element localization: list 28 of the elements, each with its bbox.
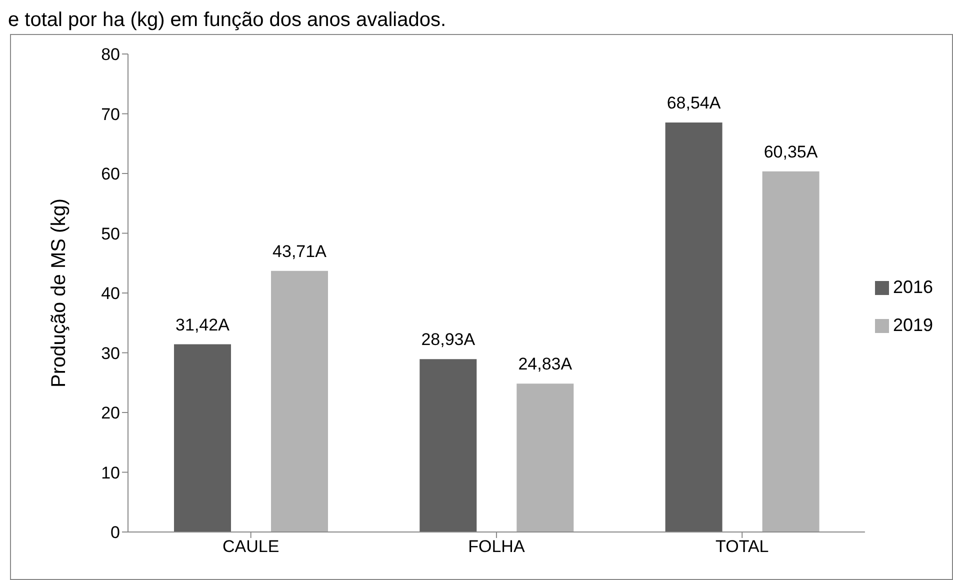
data-label: 31,42A — [176, 315, 230, 334]
y-axis-title: Produção de MS (kg) — [48, 198, 70, 388]
bar — [174, 344, 231, 532]
y-tick-label: 30 — [101, 344, 120, 363]
y-tick-label: 50 — [101, 224, 120, 244]
data-label: 68,54A — [666, 93, 722, 112]
data-label: 24,83A — [518, 354, 573, 374]
y-tick-label: 40 — [101, 284, 120, 304]
data-label: 43,71A — [272, 242, 328, 261]
y-tick-label: 0 — [110, 523, 120, 542]
bar — [665, 122, 722, 532]
data-label: 60,35A — [764, 142, 818, 162]
data-label: 28,93A — [421, 330, 476, 350]
bar — [420, 359, 477, 532]
x-tick-label: FOLHA — [468, 537, 526, 556]
y-tick-label: 80 — [101, 45, 120, 64]
bar — [762, 171, 820, 532]
bar — [271, 270, 328, 532]
x-tick-label: CAULE — [222, 537, 280, 556]
y-tick-label: 70 — [101, 104, 120, 124]
legend-label: 2016 — [892, 277, 933, 297]
y-tick-label: 10 — [101, 463, 120, 482]
chart-title: e total por ha (kg) em função dos anos avaliados. — [8, 8, 446, 32]
bar — [516, 384, 574, 532]
x-tick-label: TOTAL — [716, 537, 769, 556]
y-tick-label: 20 — [101, 404, 120, 423]
y-tick-label: 60 — [101, 164, 120, 184]
legend-label: 2019 — [892, 315, 933, 335]
